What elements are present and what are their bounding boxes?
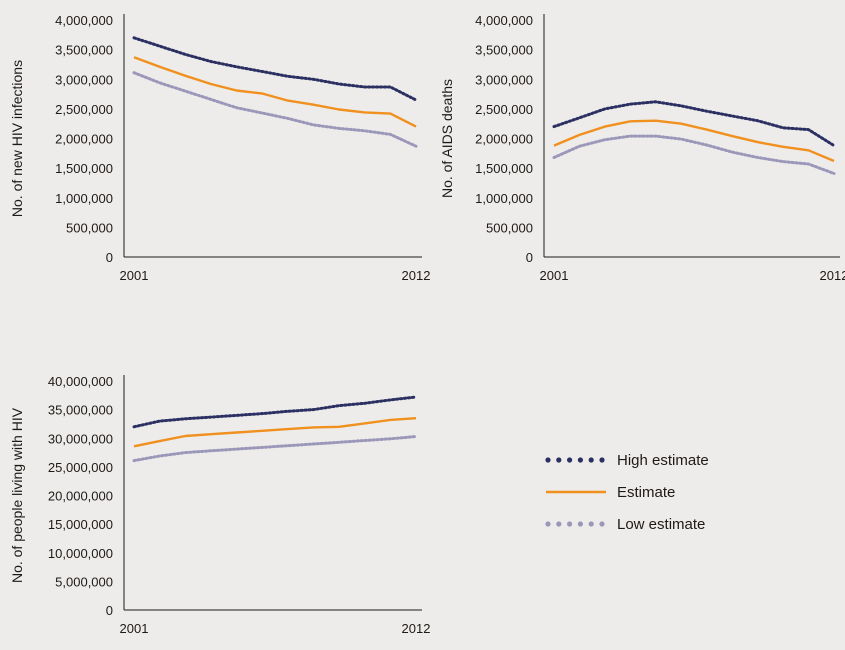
chart-legend: High estimate Estimate Low estimate — [545, 452, 709, 533]
series-line-estimate — [133, 417, 417, 448]
y-tick-label: 2,000,000 — [475, 132, 533, 147]
y-tick-label: 3,500,000 — [475, 43, 533, 58]
series-line-high-estimate — [132, 395, 418, 429]
y-tick-label: 35,000,000 — [48, 403, 113, 418]
y-tick-label: 0 — [526, 250, 533, 265]
legend-swatch-high-estimate — [545, 457, 551, 463]
y-tick-label: 10,000,000 — [48, 546, 113, 561]
legend-swatch-low-estimate — [545, 521, 551, 527]
y-axis-label: No. of new HIV infections — [9, 60, 25, 217]
legend-label-estimate: Estimate — [617, 484, 675, 501]
y-tick-label: 40,000,000 — [48, 374, 113, 389]
x-tick-label: 2012 — [820, 268, 845, 283]
legend-swatch-high-estimate — [556, 457, 562, 463]
legend-swatch-high-estimate — [599, 457, 605, 463]
legend-swatch-low-estimate — [599, 521, 605, 527]
x-tick-label: 2012 — [402, 621, 431, 636]
chart-panel-3: 0 5,000,000 10,000,000 15,000,000 20,000,000… — [9, 374, 430, 636]
y-tick-label: 3,500,000 — [55, 43, 113, 58]
y-tick-label: 1,500,000 — [55, 161, 113, 176]
y-axis-label: No. of AIDS deaths — [439, 79, 455, 198]
series-line-low-estimate — [132, 435, 418, 463]
y-tick-label: 15,000,000 — [48, 517, 113, 532]
series-line-estimate — [133, 56, 417, 128]
series-line-low-estimate — [552, 134, 836, 175]
y-tick-label: 500,000 — [66, 220, 113, 235]
y-tick-label: 1,000,000 — [55, 191, 113, 206]
y-tick-label: 3,000,000 — [55, 72, 113, 87]
legend-swatch-high-estimate — [567, 457, 573, 463]
legend-swatch-high-estimate — [588, 457, 594, 463]
y-tick-label: 30,000,000 — [48, 431, 113, 446]
legend-label-high-estimate: High estimate — [617, 452, 709, 469]
chart-panel-1: 0 500,000 1,000,000 1,500,000 2,000,000 2,500… — [9, 13, 430, 283]
y-tick-label: 500,000 — [486, 220, 533, 235]
y-tick-label: 2,500,000 — [55, 102, 113, 117]
y-tick-label: 25,000,000 — [48, 460, 113, 475]
y-tick-label: 1,500,000 — [475, 161, 533, 176]
series-line-estimate — [553, 119, 835, 163]
y-tick-label: 2,500,000 — [475, 102, 533, 117]
x-tick-label: 2001 — [540, 268, 569, 283]
legend-label-low-estimate: Low estimate — [617, 516, 705, 533]
series-line-low-estimate — [132, 71, 418, 148]
y-tick-label: 20,000,000 — [48, 489, 113, 504]
series-line-high-estimate — [552, 100, 836, 148]
legend-swatch-low-estimate — [567, 521, 573, 527]
series-line-high-estimate — [132, 36, 418, 102]
x-tick-label: 2001 — [120, 621, 149, 636]
y-tick-label: 0 — [106, 250, 113, 265]
legend-swatch-low-estimate — [577, 521, 584, 527]
y-tick-label: 0 — [106, 603, 113, 618]
chart-panel-2: 0 500,000 1,000,000 1,500,000 2,000,000 2,500… — [439, 13, 845, 283]
legend-swatch-high-estimate — [577, 457, 584, 463]
y-tick-label: 1,000,000 — [475, 191, 533, 206]
x-tick-label: 2001 — [120, 268, 149, 283]
legend-swatch-low-estimate — [588, 521, 594, 527]
y-axis-label: No. of people living with HIV — [9, 407, 25, 583]
x-tick-label: 2012 — [402, 268, 431, 283]
y-tick-label: 3,000,000 — [475, 72, 533, 87]
y-tick-label: 2,000,000 — [55, 132, 113, 147]
y-tick-label: 5,000,000 — [55, 574, 113, 589]
legend-swatch-low-estimate — [556, 521, 562, 527]
y-tick-label: 4,000,000 — [475, 13, 533, 28]
y-tick-label: 4,000,000 — [55, 13, 113, 28]
